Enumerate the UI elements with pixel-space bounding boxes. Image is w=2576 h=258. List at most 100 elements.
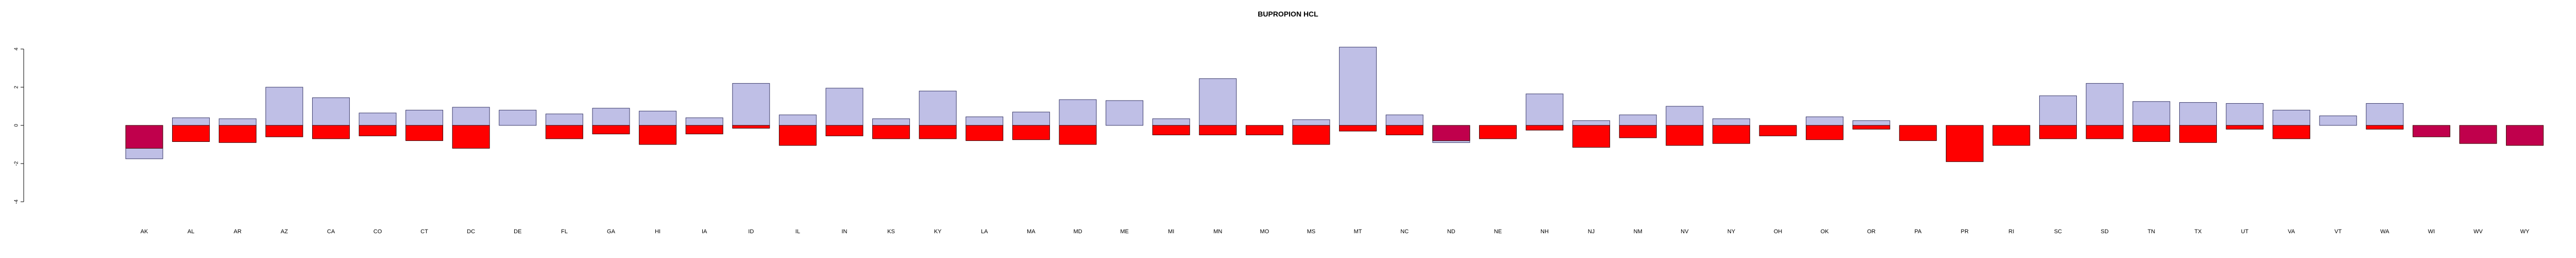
category-label-DE: DE (514, 229, 521, 235)
category-label-TN: TN (2147, 229, 2155, 235)
bar-red-TX (2179, 125, 2217, 143)
category-label-GA: GA (607, 229, 616, 235)
y-tick-label: -4 (14, 199, 20, 204)
bar-red-PA (1899, 125, 1937, 141)
category-label-VA: VA (2288, 229, 2296, 235)
category-label-MS: MS (1307, 229, 1316, 235)
bar-red-NC (1385, 125, 1423, 135)
bar-red-WA (2366, 125, 2404, 130)
bar-light-TN (2132, 101, 2171, 126)
bar-red-MD (1059, 125, 1097, 145)
y-tick-label: 4 (14, 47, 20, 51)
bar-light-IL (778, 115, 817, 126)
bar-red-NE (1479, 125, 1517, 139)
bar-light-VA (2273, 109, 2311, 126)
bar-red-IN (825, 125, 863, 136)
category-label-KS: KS (887, 229, 895, 235)
category-label-TX: TX (2194, 229, 2202, 235)
category-label-PR: PR (1961, 229, 1969, 235)
bar-light-OK (1806, 116, 1844, 126)
bar-light-AR (218, 118, 257, 126)
category-label-IL: IL (795, 229, 800, 235)
bar-light-CT (405, 109, 444, 126)
bars-red-series (125, 125, 2544, 162)
category-label-AL: AL (188, 229, 194, 235)
category-label-NV: NV (1681, 229, 1689, 235)
bar-light-VT (2319, 116, 2357, 126)
bar-red-AZ (265, 125, 303, 137)
category-label-ID: ID (748, 229, 754, 235)
bar-light-NH (1526, 93, 1564, 126)
category-label-NY: NY (1727, 229, 1736, 235)
bar-red-VA (2273, 125, 2311, 139)
bar-light-FL (545, 114, 583, 126)
category-label-CO: CO (374, 229, 382, 235)
category-label-NH: NH (1540, 229, 1549, 235)
bar-light-ME (1106, 100, 1144, 126)
bar-red-AL (172, 125, 210, 142)
bar-red-RI (1992, 125, 2030, 146)
bar-light-SC (2039, 95, 2077, 126)
bar-red-NY (1712, 125, 1750, 144)
bar-light-NM (1619, 115, 1657, 126)
bar-light-ID (732, 83, 770, 126)
category-label-VT: VT (2334, 229, 2342, 235)
bar-red-WI (2412, 125, 2450, 137)
category-label-MO: MO (1260, 229, 1269, 235)
y-axis: -4 -2 0 2 4 (14, 47, 24, 204)
bar-light-MI (1152, 118, 1190, 126)
bar-red-SD (2086, 125, 2124, 139)
category-label-MA: MA (1027, 229, 1036, 235)
bar-light-NC (1385, 115, 1423, 126)
bar-red-IL (778, 125, 817, 146)
bar-red-FL (545, 125, 583, 139)
category-label-MD: MD (1073, 229, 1082, 235)
category-label-IA: IA (702, 229, 707, 235)
category-label-NE: NE (1494, 229, 1502, 235)
bar-light-IA (685, 117, 723, 126)
bar-red-CO (359, 125, 397, 136)
bar-red-KS (872, 125, 910, 139)
bar-light-MN (1199, 78, 1237, 126)
bar-red-PR (1945, 125, 1984, 162)
bar-light-UT (2226, 103, 2264, 126)
bar-light-NJ (1572, 120, 1611, 126)
bar-light-SD (2086, 83, 2124, 126)
bar-red-HI (639, 125, 677, 145)
bar-light-KY (919, 90, 957, 126)
bar-red-MS (1292, 125, 1330, 145)
bar-red-MA (1012, 125, 1050, 140)
bar-red-WY (2506, 125, 2544, 146)
bar-red-DC (452, 125, 490, 149)
bar-light-IN (825, 88, 863, 126)
bar-red-NH (1526, 125, 1564, 131)
bar-light-MT (1339, 46, 1377, 126)
category-label-OR: OR (1867, 229, 1876, 235)
category-label-ME: ME (1120, 229, 1129, 235)
bar-red-OR (1852, 125, 1890, 130)
bar-red-OH (1759, 125, 1797, 136)
category-label-CT: CT (420, 229, 428, 235)
category-label-AZ: AZ (281, 229, 288, 235)
bar-red-LA (965, 125, 1004, 141)
bar-red-NV (1666, 125, 1704, 146)
category-label-AK: AK (141, 229, 148, 235)
bar-light-CO (359, 112, 397, 126)
bar-light-NY (1712, 118, 1750, 126)
bar-red-MN (1199, 125, 1237, 135)
category-label-HI: HI (655, 229, 660, 235)
chart-title: BUPROPION HCL (1258, 10, 1318, 18)
y-tick-label: -2 (14, 161, 20, 166)
category-label-SD: SD (2101, 229, 2109, 235)
category-label-DC: DC (467, 229, 475, 235)
bar-red-GA (592, 125, 630, 135)
bar-light-KS (872, 118, 910, 126)
category-label-IN: IN (842, 229, 848, 235)
bar-light-NV (1666, 106, 1704, 126)
bar-light-LA (965, 116, 1004, 126)
bar-light-AL (172, 117, 210, 126)
category-label-WA: WA (2380, 229, 2389, 235)
bar-light-HI (639, 110, 677, 126)
category-label-NJ: NJ (1588, 229, 1595, 235)
